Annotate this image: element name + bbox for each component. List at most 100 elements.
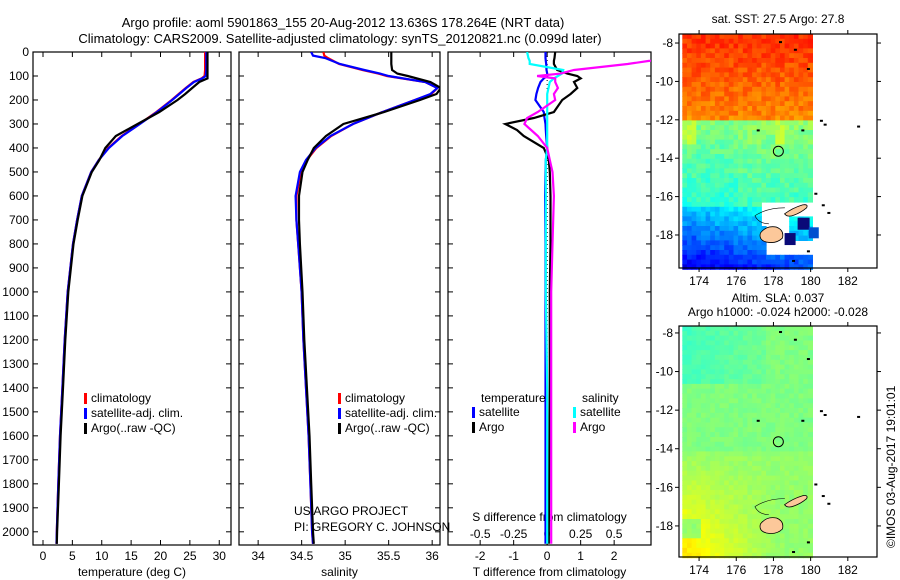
- map-cell: [756, 163, 762, 169]
- map-cell: [738, 67, 744, 73]
- map-cell: [807, 106, 813, 112]
- map-cell: [756, 432, 762, 438]
- map-cell: [714, 197, 721, 203]
- map-cell: [798, 354, 804, 361]
- map-cell: [780, 187, 786, 193]
- map-cell: [798, 197, 804, 203]
- map-cell: [752, 120, 758, 126]
- map-cell: [775, 543, 781, 549]
- map-cell: [691, 543, 697, 549]
- map-cell: [696, 134, 702, 141]
- map-cell: [756, 115, 762, 121]
- map-cell: [747, 340, 753, 346]
- map-cell: [733, 494, 739, 501]
- map-cell: [728, 388, 734, 395]
- map-cell: [770, 441, 776, 448]
- map-cell: [775, 144, 781, 150]
- map-cell: [724, 192, 730, 198]
- map-cell: [719, 67, 725, 73]
- map-cell: [705, 412, 711, 419]
- map-cell: [789, 340, 795, 346]
- map-cell: [766, 144, 772, 150]
- map-cell: [766, 359, 772, 366]
- map-cell: [682, 82, 688, 88]
- map-cell: [770, 335, 776, 341]
- map-cell: [780, 359, 786, 366]
- map-cell: [724, 168, 730, 174]
- map-cell: [687, 475, 693, 481]
- map-cell: [687, 86, 693, 93]
- map-cell: [798, 398, 804, 404]
- map-cell: [742, 398, 748, 404]
- diff-legend-t-argo-label: Argo: [479, 420, 505, 434]
- map-cell: [705, 379, 711, 385]
- map-cell: [705, 149, 711, 155]
- map-cell: [752, 528, 758, 534]
- map-cell: [803, 350, 809, 356]
- map-cell: [742, 514, 748, 520]
- map-cell: [807, 192, 813, 198]
- map-cell: [728, 182, 734, 189]
- map-cell: [687, 335, 693, 341]
- map-cell: [789, 72, 795, 78]
- map-cell: [733, 163, 739, 169]
- map-cell: [705, 125, 711, 131]
- map-cell: [775, 408, 781, 414]
- map-cell: [766, 120, 772, 126]
- map-cell: [747, 53, 753, 59]
- map-cell: [793, 412, 800, 419]
- map-cell: [770, 388, 776, 395]
- map-cell: [784, 77, 790, 83]
- map-cell: [728, 538, 734, 544]
- small-island: [823, 414, 827, 416]
- map-cell: [696, 245, 702, 251]
- map-cell: [696, 43, 702, 49]
- map-cell: [770, 254, 776, 261]
- sla_map-field: [682, 326, 813, 559]
- map-cell: [756, 250, 762, 256]
- map-cell: [710, 345, 716, 351]
- map-cell: [752, 130, 758, 136]
- map-cell: [696, 388, 702, 395]
- map-cell: [714, 86, 721, 93]
- map-cell: [789, 101, 795, 107]
- map-cell: [733, 240, 739, 246]
- sal-legend-0-label: climatology: [345, 391, 405, 405]
- map-cell: [682, 432, 688, 438]
- map-cell: [752, 369, 758, 375]
- map-cell: [691, 187, 697, 193]
- map-cell: [770, 144, 776, 150]
- map-cell: [691, 72, 697, 78]
- map-cell: [696, 34, 702, 40]
- map-cell: [775, 393, 781, 399]
- map-cell: [780, 543, 786, 549]
- map-cell: [784, 259, 790, 265]
- map-cell: [682, 350, 688, 356]
- sst_map-field: [682, 34, 813, 270]
- lon-tick-label: 176: [726, 274, 746, 288]
- map-cell: [789, 514, 795, 520]
- x-tick-label: 10: [95, 549, 109, 563]
- map-cell: [710, 369, 716, 375]
- small-island: [793, 338, 797, 341]
- map-cell: [682, 139, 688, 145]
- map-cell: [775, 552, 781, 559]
- map-cell: [733, 91, 739, 97]
- map-cell: [752, 67, 758, 73]
- map-cell: [766, 547, 772, 554]
- map-cell: [738, 470, 744, 477]
- map-cell: [705, 393, 711, 399]
- map-cell: [714, 533, 721, 539]
- map-cell: [719, 509, 725, 515]
- map-cell: [807, 465, 813, 472]
- map-cell: [752, 509, 758, 515]
- map-cell: [691, 364, 697, 370]
- map-cell: [756, 182, 762, 189]
- map-cell: [724, 173, 730, 179]
- map-cell: [719, 494, 725, 501]
- depth-tick-label: 1400: [2, 381, 29, 395]
- map-cell: [691, 345, 697, 351]
- map-cell: [780, 38, 786, 45]
- map-cell: [752, 330, 758, 337]
- map-cell: [752, 101, 758, 107]
